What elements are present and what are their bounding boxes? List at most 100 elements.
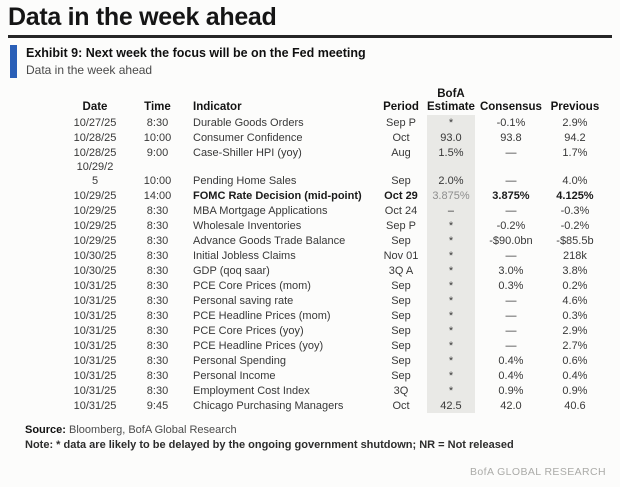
- cell-time: 10:00: [143, 175, 172, 187]
- cell-estimate: *: [427, 353, 475, 368]
- cell-period: Sep: [391, 280, 411, 292]
- cell-indicator: Personal Spending: [193, 355, 286, 367]
- cell-period: Oct: [392, 400, 410, 412]
- cell-indicator: Personal saving rate: [193, 295, 294, 307]
- cell-previous: -0.2%: [560, 220, 590, 232]
- table-row: 10/30/25 8:30 Initial Jobless Claims Nov 01…: [55, 248, 603, 263]
- cell-indicator: Pending Home Sales: [193, 175, 297, 187]
- cell-date: 10/30/25: [73, 250, 117, 262]
- cell-time: 8:30: [146, 117, 169, 129]
- cell-time: 10:00: [143, 132, 172, 144]
- cell-previous: 2.9%: [562, 117, 588, 129]
- source-label: Source:: [25, 424, 66, 436]
- source-text: Bloomberg, BofA Global Research: [65, 424, 237, 436]
- cell-previous: 4.125%: [556, 190, 594, 202]
- table-row: 10/31/25 8:30 PCE Core Prices (yoy) Sep * — 2.…: [55, 323, 603, 338]
- header-indicator: Indicator: [193, 101, 242, 113]
- source-line: Source: Bloomberg, BofA Global Research: [25, 424, 620, 436]
- table-header: Date Time Indicator Period BofA Estimate…: [55, 88, 603, 115]
- cell-estimate: *: [427, 323, 475, 338]
- cell-estimate: *: [427, 308, 475, 323]
- cell-consensus: -0.2%: [496, 220, 526, 232]
- exhibit-header: Exhibit 9: Next week the focus will be o…: [10, 45, 620, 78]
- cell-period: Sep: [391, 295, 411, 307]
- cell-time: 8:30: [146, 295, 169, 307]
- cell-date: 10/31/25: [73, 355, 117, 367]
- cell-time: 8:30: [146, 370, 169, 382]
- cell-consensus: —: [505, 325, 517, 337]
- cell-previous: 2.7%: [562, 340, 588, 352]
- cell-period: Sep: [391, 370, 411, 382]
- cell-time: 8:30: [146, 250, 169, 262]
- cell-date: 10/27/25: [73, 117, 117, 129]
- cell-period: Sep: [391, 340, 411, 352]
- cell-consensus: —: [505, 310, 517, 322]
- header-bofa-estimate: BofA Estimate: [427, 88, 475, 115]
- header-consensus: Consensus: [479, 101, 542, 113]
- table-row: 10/31/25 8:30 Personal Income Sep * 0.4% 0.4%: [55, 368, 603, 383]
- cell-previous: 4.0%: [562, 175, 588, 187]
- cell-consensus: —: [505, 175, 517, 187]
- cell-period: Sep: [391, 355, 411, 367]
- cell-consensus: 0.3%: [498, 280, 524, 292]
- cell-period: 3Q A: [388, 265, 414, 277]
- cell-time: 14:00: [143, 190, 172, 202]
- table-row: 10/27/25 8:30 Durable Goods Orders Sep P * -0…: [55, 115, 603, 130]
- cell-period: Sep: [391, 175, 411, 187]
- cell-time: 9:45: [146, 400, 169, 412]
- cell-estimate: *: [427, 115, 475, 130]
- page-title: Data in the week ahead: [8, 3, 277, 31]
- cell-period: Sep P: [386, 220, 416, 232]
- exhibit-text-block: Exhibit 9: Next week the focus will be o…: [26, 45, 366, 78]
- cell-consensus: —: [505, 205, 517, 217]
- cell-date: 10/28/25: [73, 132, 117, 144]
- cell-indicator: MBA Mortgage Applications: [193, 205, 328, 217]
- cell-indicator: Wholesale Inventories: [193, 220, 302, 232]
- cell-date: 10/31/25: [73, 325, 117, 337]
- header-period: Period: [383, 101, 419, 113]
- cell-indicator: Durable Goods Orders: [193, 117, 304, 129]
- cell-estimate: *: [427, 278, 475, 293]
- cell-estimate: *: [427, 263, 475, 278]
- table-row: 10/31/25 8:30 Personal saving rate Sep * — 4.6…: [55, 293, 603, 308]
- cell-consensus: —: [505, 147, 517, 159]
- cell-consensus: —: [505, 340, 517, 352]
- cell-estimate: *: [427, 383, 475, 398]
- cell-estimate: 2.0%: [427, 160, 475, 188]
- cell-time: 8:30: [146, 220, 169, 232]
- cell-previous: 0.9%: [562, 385, 588, 397]
- cell-period: Sep: [391, 325, 411, 337]
- cell-indicator: Personal Income: [193, 370, 276, 382]
- cell-date: 10/29/25: [73, 190, 117, 202]
- cell-previous: -$85.5b: [556, 235, 594, 247]
- cell-indicator: Chicago Purchasing Managers: [193, 400, 344, 412]
- cell-indicator: Initial Jobless Claims: [193, 250, 296, 262]
- cell-consensus: -0.1%: [496, 117, 526, 129]
- table-row: 10/31/25 8:30 PCE Headline Prices (yoy) Sep…: [55, 338, 603, 353]
- cell-consensus: 0.4%: [498, 355, 524, 367]
- cell-time: 8:30: [146, 310, 169, 322]
- cell-date: 10/28/25: [73, 147, 117, 159]
- cell-indicator: PCE Headline Prices (yoy): [193, 340, 324, 352]
- cell-estimate: *: [427, 368, 475, 383]
- cell-estimate: *: [427, 338, 475, 353]
- cell-time: 8:30: [146, 340, 169, 352]
- cell-time: 8:30: [146, 325, 169, 337]
- cell-previous: 0.6%: [562, 355, 588, 367]
- cell-consensus: 42.0: [500, 400, 522, 412]
- cell-estimate: *: [427, 218, 475, 233]
- table-row: 10/28/25 9:00 Case-Shiller HPI (yoy) Aug 1.5…: [55, 145, 603, 160]
- header-previous: Previous: [550, 101, 600, 113]
- note-line: Note: * data are likely to be delayed by…: [25, 439, 514, 451]
- cell-time: 9:00: [146, 147, 169, 159]
- title-divider: [8, 35, 612, 38]
- cell-consensus: —: [505, 250, 517, 262]
- cell-indicator: Consumer Confidence: [193, 132, 303, 144]
- cell-time: 8:30: [146, 280, 169, 292]
- cell-period: Sep P: [386, 117, 416, 129]
- table-row: 10/31/25 8:30 PCE Core Prices (mom) Sep * 0.3…: [55, 278, 603, 293]
- cell-time: 8:30: [146, 355, 169, 367]
- cell-indicator: Advance Goods Trade Balance: [193, 235, 346, 247]
- cell-previous: 3.8%: [562, 265, 588, 277]
- table-row: 10/31/25 8:30 Employment Cost Index 3Q * 0.9%…: [55, 383, 603, 398]
